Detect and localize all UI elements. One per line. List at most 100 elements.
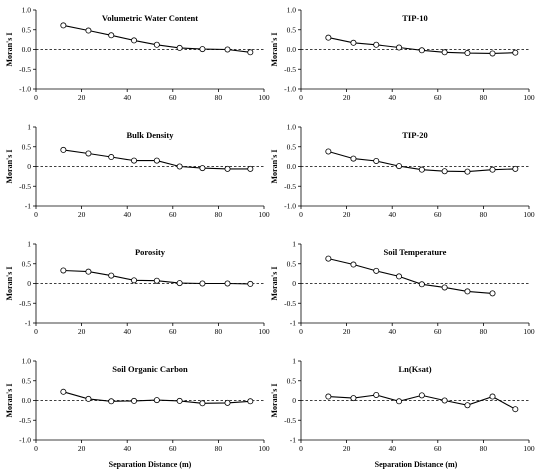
- x-tick-label: 100: [523, 93, 535, 102]
- x-tick-label: 20: [343, 444, 351, 453]
- data-point: [396, 163, 403, 170]
- data-point: [108, 154, 115, 161]
- y-tick-label: 0.0: [287, 162, 297, 171]
- y-tick-label: 0.5: [22, 25, 32, 34]
- x-tick-label: 20: [78, 93, 86, 102]
- data-point: [176, 280, 183, 287]
- y-tick-label: -1: [25, 202, 31, 211]
- chart-panel-3: -1 -0.5 0 0.5 1 0 20 40 60 80 100 Bulk Density Moran…: [5, 123, 270, 220]
- y-tick-label: 0.0: [287, 45, 297, 54]
- y-tick-label: -0.5: [284, 299, 296, 308]
- y-tick-label: 0.0: [22, 45, 32, 54]
- data-point: [418, 392, 425, 399]
- y-tick-label: 1: [292, 357, 296, 366]
- data-point: [464, 168, 471, 175]
- data-point: [108, 398, 115, 405]
- chart-panel-1: -1.0 -0.5 0.0 0.5 1.0 0 20 40 60 80 100 Volumetric …: [5, 6, 270, 103]
- data-point: [60, 146, 67, 153]
- data-point: [247, 49, 254, 56]
- data-point: [512, 49, 519, 56]
- y-tick-label: 0.0: [22, 396, 32, 405]
- data-point: [247, 165, 254, 172]
- panel-title: Bulk Density: [127, 130, 175, 140]
- y-tick-label: 0.5: [22, 376, 32, 385]
- data-point: [176, 397, 183, 404]
- panel-title: TIP-10: [402, 13, 428, 23]
- data-point: [418, 166, 425, 173]
- x-tick-label: 80: [480, 210, 488, 219]
- x-tick-label: 40: [123, 93, 131, 102]
- panel-title: TIP-20: [402, 130, 428, 140]
- data-point: [176, 163, 183, 170]
- x-tick-label: 20: [343, 210, 351, 219]
- x-tick-label: 40: [388, 327, 396, 336]
- data-point: [325, 34, 332, 41]
- data-point: [489, 290, 496, 297]
- y-axis-label: Moran's I: [270, 33, 279, 67]
- data-point: [153, 277, 160, 284]
- y-tick-label: 0.5: [287, 142, 297, 151]
- y-axis-label: Moran's I: [270, 384, 279, 418]
- x-tick-label: 20: [78, 444, 86, 453]
- x-tick-label: 0: [34, 444, 38, 453]
- x-tick-label: 20: [78, 210, 86, 219]
- data-point: [247, 280, 254, 287]
- data-point: [153, 157, 160, 164]
- chart-panel-8: -1 -0.5 0 0.5 1 0 20 40 60 80 100 Ln(Ksat) Moran's I: [270, 357, 535, 454]
- data-point: [131, 277, 138, 284]
- y-tick-label: 0: [27, 279, 31, 288]
- x-tick-label: 40: [123, 327, 131, 336]
- x-tick-label: 60: [434, 327, 442, 336]
- x-tick-label: 80: [215, 93, 223, 102]
- x-tick-label: 100: [258, 444, 270, 453]
- y-tick-label: -0.5: [19, 416, 31, 425]
- data-point: [512, 406, 519, 413]
- x-tick-label: 40: [388, 93, 396, 102]
- x-tick-label: 0: [299, 210, 303, 219]
- chart-panel-5: -1 -0.5 0 0.5 1 0 20 40 60 80 100 Porosity Moran's I: [5, 240, 270, 337]
- y-tick-label: 0.5: [287, 376, 297, 385]
- y-tick-label: -1: [290, 436, 296, 445]
- data-point: [350, 395, 357, 402]
- y-tick-label: -1.0: [284, 85, 296, 94]
- data-point: [60, 267, 67, 274]
- data-point: [489, 393, 496, 400]
- panel-title: Volumetric Water Content: [102, 13, 198, 23]
- data-point: [350, 39, 357, 46]
- x-tick-label: 40: [123, 210, 131, 219]
- chart-panel-7: -1.0 -0.5 0.0 0.5 1.0 0 20 40 60 80 100 Soil Organi…: [5, 357, 270, 454]
- y-tick-label: -0.5: [19, 65, 31, 74]
- x-tick-label: 80: [480, 444, 488, 453]
- data-point: [350, 155, 357, 162]
- data-point: [396, 44, 403, 51]
- data-point: [176, 44, 183, 51]
- data-point: [512, 165, 519, 172]
- data-point: [441, 284, 448, 291]
- data-point: [350, 261, 357, 268]
- y-tick-label: -1.0: [284, 202, 296, 211]
- panel-title: Soil Organic Carbon: [112, 364, 188, 374]
- y-tick-label: 0.5: [22, 259, 32, 268]
- data-point: [131, 157, 138, 164]
- data-point: [418, 47, 425, 54]
- data-point: [373, 391, 380, 398]
- x-tick-label: 20: [78, 327, 86, 336]
- y-tick-label: 0.5: [22, 142, 32, 151]
- data-point: [108, 32, 115, 39]
- data-point: [85, 395, 92, 402]
- y-tick-label: 0: [27, 162, 31, 171]
- x-tick-label: 80: [215, 327, 223, 336]
- chart-panel-4: -1.0 -0.5 0.0 0.5 1.0 0 20 40 60 80 100 TIP-20 Moran…: [270, 123, 535, 220]
- x-tick-label: 20: [343, 327, 351, 336]
- data-point: [464, 50, 471, 57]
- data-point: [224, 165, 231, 172]
- panel-title: Ln(Ksat): [398, 364, 431, 374]
- data-point: [373, 41, 380, 48]
- x-tick-label: 100: [523, 210, 535, 219]
- x-tick-label: 60: [434, 93, 442, 102]
- x-tick-label: 40: [123, 444, 131, 453]
- data-point: [224, 46, 231, 53]
- data-point: [247, 398, 254, 405]
- chart-panels: -1.0-0.50.00.51.00 20 40 60 80 100Volumetric …: [5, 6, 535, 454]
- data-point: [396, 398, 403, 405]
